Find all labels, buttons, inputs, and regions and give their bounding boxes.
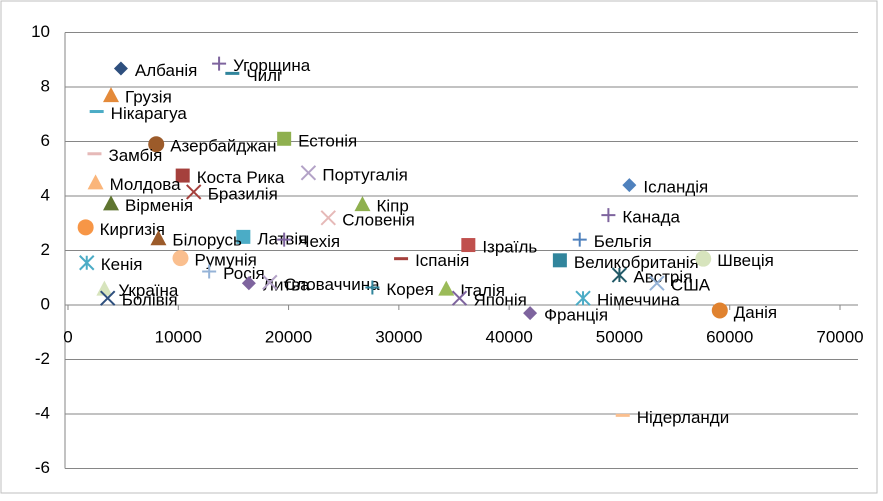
point-label: Грузія [125, 88, 172, 107]
point [79, 255, 95, 271]
x-tick-label: 0 [63, 327, 72, 346]
point [175, 168, 190, 183]
point-label: Іспанія [415, 251, 469, 270]
point [365, 280, 380, 295]
point [113, 61, 128, 76]
point-label: Португалія [322, 165, 407, 184]
point-label: Ісландія [643, 178, 708, 197]
point-label: Вірменія [125, 196, 193, 215]
point [87, 174, 104, 190]
point-label: Кенія [101, 255, 143, 274]
point-label: Франція [544, 306, 608, 325]
point-label: Молдова [110, 175, 182, 194]
y-tick-label: -4 [35, 403, 50, 422]
point [150, 230, 167, 246]
point [103, 87, 120, 103]
point-label: Бельгія [594, 232, 652, 251]
point-label: Білорусь [172, 231, 242, 250]
point [148, 136, 165, 153]
point-label: Словенія [342, 210, 415, 229]
point-label: Німеччина [597, 291, 680, 310]
point-label: Албанія [135, 61, 197, 80]
point-label: Чилі [246, 66, 281, 85]
point-label: Данія [734, 303, 777, 322]
x-tick-label: 40000 [486, 327, 533, 346]
point [438, 280, 455, 296]
y-tick-label: 4 [41, 185, 50, 204]
point [99, 290, 116, 306]
point [649, 275, 665, 291]
point [695, 250, 712, 267]
point-label: Болівія [122, 291, 178, 310]
point-label: Україна [118, 281, 178, 300]
point [236, 229, 251, 244]
point [552, 253, 567, 268]
point-label: Великобританія [574, 253, 699, 272]
point [277, 131, 292, 146]
y-tick-label: 6 [41, 131, 50, 150]
point [575, 290, 591, 306]
y-tick-label: 8 [41, 76, 50, 95]
y-tick-label: -6 [35, 458, 50, 477]
x-tick-label: 50000 [596, 327, 643, 346]
point [172, 250, 189, 267]
point-label: Нікарагуа [111, 104, 188, 123]
point [103, 195, 120, 211]
point-label: Ізраїль [482, 238, 537, 257]
y-tick-label: 10 [31, 22, 50, 41]
point-label: Канада [622, 208, 680, 227]
y-tick-label: -2 [35, 349, 50, 368]
point [461, 238, 476, 253]
point-label: Чехія [298, 232, 340, 251]
point-label: Нідерланди [637, 408, 729, 427]
point [186, 184, 202, 200]
point [277, 232, 292, 247]
x-tick-label: 70000 [816, 327, 863, 346]
point [451, 290, 468, 306]
point-label: США [671, 276, 711, 295]
x-tick-label: 10000 [155, 327, 202, 346]
point-label: Корея [386, 280, 433, 299]
point-label: Бразилія [208, 184, 278, 203]
point [572, 232, 587, 247]
point [202, 264, 217, 279]
x-tick-label: 60000 [706, 327, 753, 346]
point-label: Естонія [298, 131, 357, 150]
x-tick-label: 20000 [265, 327, 312, 346]
point [622, 178, 637, 193]
point [711, 302, 728, 319]
point-label: Угорщина [233, 56, 311, 75]
point [212, 56, 227, 71]
point [300, 165, 317, 181]
point-label: Азербайджан [170, 137, 276, 156]
x-tick-label: 30000 [375, 327, 422, 346]
point-label: Коста Рика [197, 168, 285, 187]
point [523, 306, 538, 321]
point-label: Італія [460, 281, 505, 300]
point-label: Киргизія [100, 220, 165, 239]
y-tick-label: 0 [41, 294, 50, 313]
point-label: Кіпр [376, 197, 408, 216]
point [320, 210, 336, 226]
point-label: Литва [263, 276, 310, 295]
point [611, 267, 628, 283]
point [77, 219, 94, 236]
point-label: Словаччина [284, 275, 380, 294]
point [354, 196, 371, 212]
point [601, 208, 616, 223]
point-label: Замбія [108, 146, 162, 165]
point-label: Японія [474, 291, 527, 310]
y-tick-label: 2 [41, 240, 50, 259]
point [241, 276, 256, 291]
point [262, 274, 278, 291]
point-label: Росія [223, 264, 265, 283]
point-label: Швеція [717, 251, 774, 270]
